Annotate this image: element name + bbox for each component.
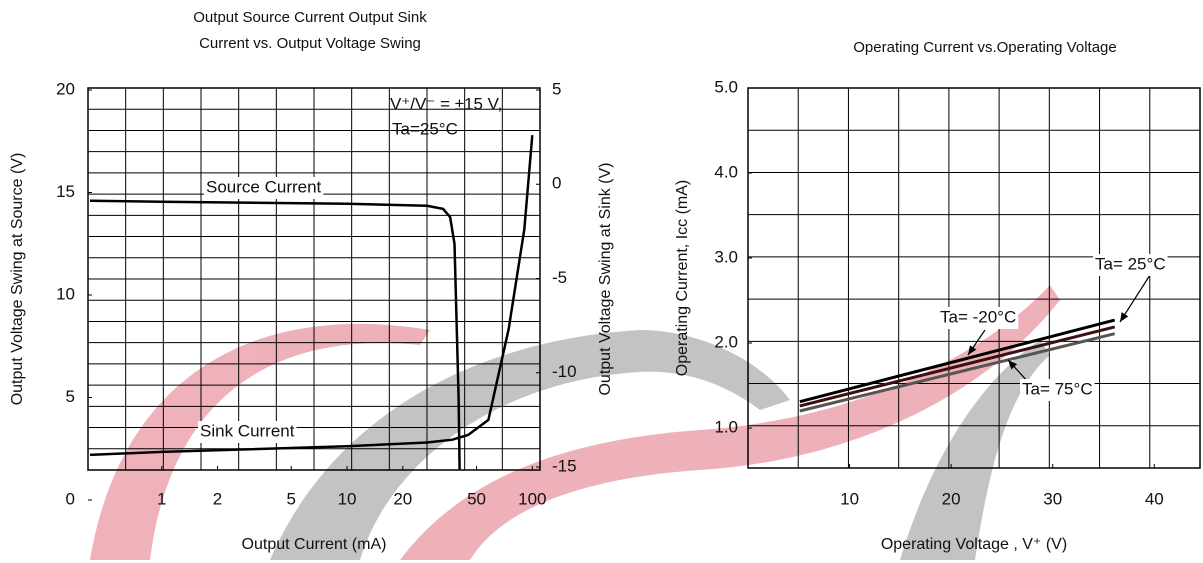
series-label: Sink Current bbox=[200, 421, 295, 440]
series-label: Ta= -20°C bbox=[940, 307, 1016, 326]
y-tick-label: 3.0 bbox=[714, 248, 738, 267]
y-tick-label: 2.0 bbox=[714, 333, 738, 352]
y-tick-label: 10 bbox=[56, 284, 75, 303]
y-tick-label: 20 bbox=[56, 79, 75, 98]
y-tick-label: 4.0 bbox=[714, 162, 738, 181]
y2-tick-label: -5 bbox=[552, 268, 567, 287]
x-tick-label: 2 bbox=[213, 489, 222, 508]
series-label: Ta= 25°C bbox=[1095, 254, 1166, 273]
y2-tick-label: -15 bbox=[552, 456, 577, 475]
annotation: V⁺/V⁻ = ±15 V, bbox=[390, 94, 502, 113]
x-tick-label: 100 bbox=[518, 489, 546, 508]
y-axis-label: Operating Current, Icc (mA) bbox=[674, 180, 691, 377]
y2-tick-label: 5 bbox=[552, 79, 561, 98]
page: Output Source Current Output Sink Current… bbox=[0, 0, 1203, 563]
y-tick-label: 1.0 bbox=[714, 418, 738, 437]
chart-title: Output Source Current Output Sink bbox=[193, 9, 427, 26]
x-axis-label: Operating Voltage , V⁺ (V) bbox=[881, 536, 1067, 553]
figure: Output Source Current Output Sink Current… bbox=[0, 0, 1203, 563]
y2-tick-label: 0 bbox=[552, 174, 561, 193]
y-tick-label: 15 bbox=[56, 182, 75, 201]
x-tick-label: 20 bbox=[393, 489, 412, 508]
y2-axis-label: Output Voltage Swing at Sink (V) bbox=[597, 162, 614, 395]
chart-title: Operating Current vs.Operating Voltage bbox=[853, 39, 1116, 56]
x-tick-label: 10 bbox=[840, 489, 859, 508]
y2-tick-label: -10 bbox=[552, 362, 577, 381]
x-tick-label: 50 bbox=[467, 489, 486, 508]
y-tick-label: 0 bbox=[66, 489, 75, 508]
y-tick-label: 5 bbox=[66, 387, 75, 406]
chart-title: Current vs. Output Voltage Swing bbox=[199, 35, 421, 52]
x-tick-label: 20 bbox=[942, 489, 961, 508]
x-tick-label: 30 bbox=[1043, 489, 1062, 508]
x-tick-label: 40 bbox=[1145, 489, 1164, 508]
series-label: Source Current bbox=[206, 177, 322, 196]
y-tick-label: 5.0 bbox=[714, 77, 738, 96]
arrow-head bbox=[1120, 312, 1128, 322]
y-axis-label: Output Voltage Swing at Source (V) bbox=[9, 153, 26, 406]
x-tick-label: 5 bbox=[287, 489, 296, 508]
annotation: Ta=25°C bbox=[392, 119, 458, 138]
x-axis-label: Output Current (mA) bbox=[242, 536, 387, 553]
series-label: Ta= 75°C bbox=[1022, 379, 1093, 398]
x-tick-label: 10 bbox=[338, 489, 357, 508]
x-tick-label: 1 bbox=[157, 489, 166, 508]
